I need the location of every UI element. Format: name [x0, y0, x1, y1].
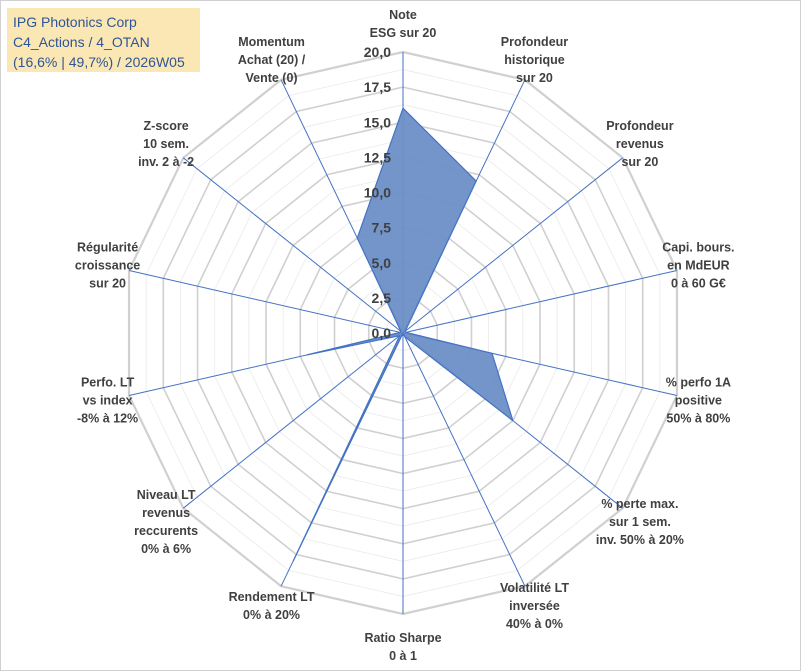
tick-label: 17,5 [364, 79, 391, 95]
axis-label: Capi. bours. en MdEUR 0 à 60 G€ [662, 241, 734, 291]
axis-spoke [402, 269, 678, 334]
axis-label: Profondeur historique sur 20 [501, 35, 568, 85]
chart-title-box: IPG Photonics Corp C4_Actions / 4_OTAN (… [7, 8, 200, 72]
tick-label: 10,0 [364, 185, 391, 201]
axis-label: Rendement LT 0% à 20% [229, 590, 315, 622]
axis-spoke [402, 332, 526, 587]
axis-spoke [182, 157, 404, 334]
tick-label: 5,0 [372, 255, 392, 271]
axis-label: Z-score 10 sem. inv. 2 à -2 [138, 119, 194, 169]
radar-series [292, 107, 514, 562]
axis-label: Perfo. LT vs index -8% à 12% [77, 375, 138, 425]
axis-label: Volatilité LT inversée 40% à 0% [500, 581, 569, 631]
tick-label: 12,5 [364, 149, 391, 165]
axis-label: Momentum Achat (20) / Vente (0) [238, 35, 306, 85]
tick-label: 7,5 [372, 220, 392, 236]
radar-tick-labels: 0,0 2,5 5,0 7,5 10,0 12,5 15,0 17,5 20,0 [364, 44, 391, 341]
axis-label: Note ESG sur 20 [370, 8, 437, 40]
axis-label: Profondeur revenus sur 20 [606, 119, 673, 169]
axis-label: Régularité croissance sur 20 [75, 241, 140, 291]
axis-label: % perfo 1A positive 50% à 80% [666, 375, 731, 425]
category-label: C4_Actions / 4_OTAN [13, 34, 150, 50]
axis-spoke [128, 269, 404, 334]
series-area [292, 107, 514, 562]
company-name: IPG Photonics Corp [13, 14, 137, 30]
axis-label: Niveau LT revenus reccurents 0% à 6% [134, 488, 198, 556]
radar-axis-labels: Note ESG sur 20 Profondeur historique sur 20… [75, 8, 735, 663]
axis-spoke [402, 157, 624, 334]
tick-label: 20,0 [364, 44, 391, 60]
axis-label: % perte max. sur 1 sem. inv. 50% à 20% [596, 497, 684, 547]
axis-spoke [182, 332, 404, 509]
tick-label: 2,5 [372, 290, 392, 306]
tick-label: 0,0 [372, 325, 392, 341]
tick-label: 15,0 [364, 114, 391, 130]
stats-label: (16,6% | 49,7%) / 2026W05 [13, 54, 185, 70]
axis-label: Ratio Sharpe 0 à 1 [364, 631, 441, 663]
